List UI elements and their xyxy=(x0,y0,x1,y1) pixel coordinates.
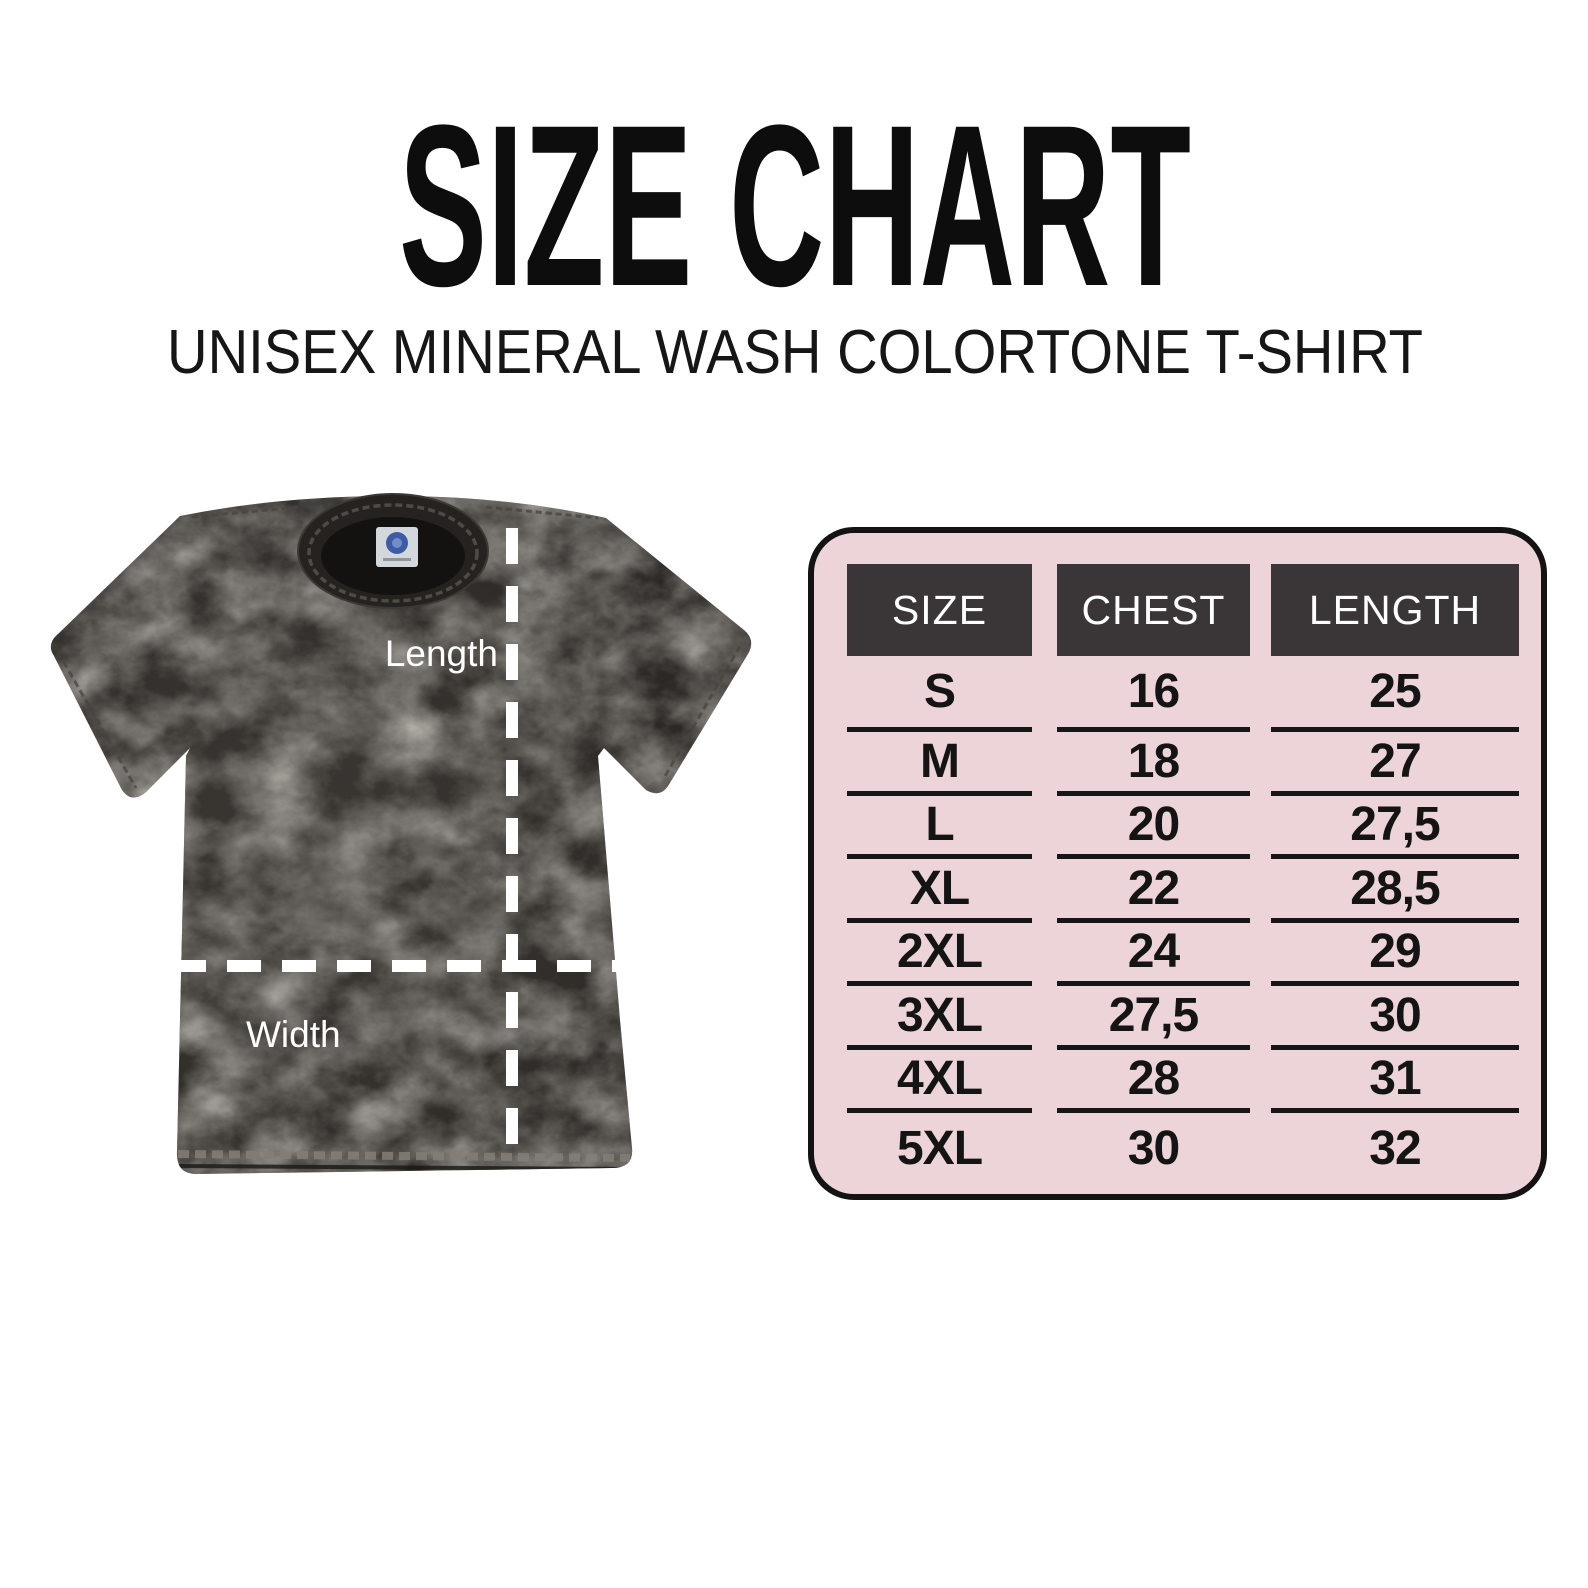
cell-size: L xyxy=(847,796,1032,859)
cell-length: 27 xyxy=(1271,732,1519,796)
table-row: 4XL 28 31 xyxy=(814,1050,1541,1113)
cell-chest: 20 xyxy=(1057,796,1250,859)
page-title: SIZE CHART xyxy=(399,77,1191,334)
table-row: XL 22 28,5 xyxy=(814,859,1541,923)
table-row: 5XL 30 32 xyxy=(814,1113,1541,1183)
cell-size: 3XL xyxy=(847,986,1032,1050)
cell-chest: 30 xyxy=(1127,1121,1180,1175)
cell-length: 31 xyxy=(1271,1050,1519,1113)
brand-tag xyxy=(376,527,418,567)
chart-heading: SIZE CHART UNISEX MINERAL WASH COLORTONE… xyxy=(167,77,1423,387)
table-row: 2XL 24 29 xyxy=(814,923,1541,986)
cell-size: XL xyxy=(847,859,1032,923)
table-row: L 20 27,5 xyxy=(814,796,1541,859)
header-cell-size: SIZE xyxy=(847,564,1032,656)
table-row: S 16 25 xyxy=(814,656,1541,732)
size-table-panel: SIZE CHEST LENGTH S 16 25 M 18 27 L 20 2… xyxy=(808,527,1547,1200)
table-row: 3XL 27,5 30 xyxy=(814,986,1541,1050)
table-row: M 18 27 xyxy=(814,732,1541,796)
cell-chest: 28 xyxy=(1057,1050,1250,1113)
header-cell-length: LENGTH xyxy=(1271,564,1519,656)
cell-chest: 24 xyxy=(1057,923,1250,986)
page-subtitle: UNISEX MINERAL WASH COLORTONE T-SHIRT xyxy=(167,318,1423,387)
hem-stitch xyxy=(177,1150,631,1162)
cell-length: 27,5 xyxy=(1271,796,1519,859)
cell-chest: 27,5 xyxy=(1057,986,1250,1050)
cell-size: 5XL xyxy=(896,1121,983,1175)
cell-length: 32 xyxy=(1369,1121,1421,1175)
cell-size: M xyxy=(847,732,1032,796)
size-table-rows: S 16 25 M 18 27 L 20 27,5 XL 22 28,5 2XL xyxy=(814,656,1541,1183)
cell-size: S xyxy=(847,656,1032,732)
cell-size: 4XL xyxy=(847,1050,1032,1113)
cell-chest: 16 xyxy=(1057,656,1250,732)
header-cell-chest: CHEST xyxy=(1057,564,1250,656)
cell-length: 25 xyxy=(1271,656,1519,732)
length-label: Length xyxy=(385,633,498,674)
cell-chest: 18 xyxy=(1057,732,1250,796)
cell-length: 30 xyxy=(1271,986,1519,1050)
width-label: Width xyxy=(246,1014,341,1055)
cell-chest: 22 xyxy=(1057,859,1250,923)
cell-size: 2XL xyxy=(847,923,1032,986)
cell-length: 28,5 xyxy=(1271,859,1519,923)
cell-length: 29 xyxy=(1271,923,1519,986)
shirt-measurement-figure: Length Width xyxy=(50,493,752,1174)
